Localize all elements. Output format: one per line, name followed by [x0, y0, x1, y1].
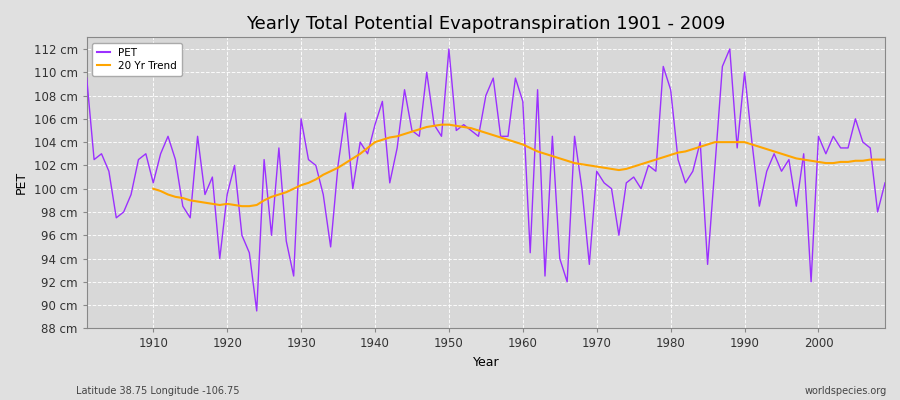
20 Yr Trend — [598, 165, 609, 170]
20 Yr Trend — [540, 151, 551, 156]
PET — [355, 140, 365, 144]
Line: 20 Yr Trend: 20 Yr Trend — [153, 125, 885, 206]
Line: PET: PET — [86, 49, 885, 311]
20 Yr Trend — [835, 160, 846, 164]
PET — [532, 87, 543, 92]
Legend: PET, 20 Yr Trend: PET, 20 Yr Trend — [92, 42, 182, 76]
Title: Yearly Total Potential Evapotranspiration 1901 - 2009: Yearly Total Potential Evapotranspiratio… — [247, 15, 725, 33]
20 Yr Trend — [879, 157, 890, 162]
20 Yr Trend — [858, 158, 868, 163]
20 Yr Trend — [237, 204, 248, 208]
20 Yr Trend — [148, 186, 158, 191]
20 Yr Trend — [436, 122, 447, 127]
20 Yr Trend — [325, 169, 336, 174]
20 Yr Trend — [296, 183, 307, 188]
X-axis label: Year: Year — [472, 356, 500, 369]
PET — [251, 308, 262, 313]
Y-axis label: PET: PET — [15, 171, 28, 194]
PET — [140, 151, 151, 156]
PET — [81, 76, 92, 80]
PET — [310, 163, 321, 168]
PET — [525, 250, 535, 255]
PET — [879, 180, 890, 185]
PET — [621, 180, 632, 185]
Text: Latitude 38.75 Longitude -106.75: Latitude 38.75 Longitude -106.75 — [76, 386, 240, 396]
PET — [444, 46, 454, 51]
Text: worldspecies.org: worldspecies.org — [805, 386, 886, 396]
